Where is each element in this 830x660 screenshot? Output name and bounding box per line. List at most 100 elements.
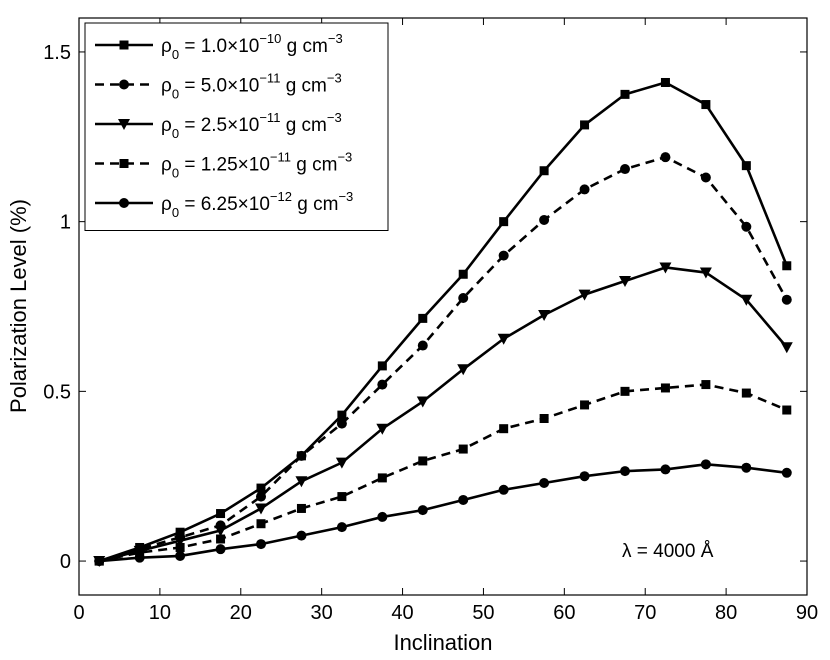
x-tick-label: 40 [391, 602, 413, 624]
data-point [295, 476, 308, 488]
data-point [741, 161, 751, 171]
y-tick-label: 0 [60, 551, 71, 573]
data-point [579, 184, 590, 195]
data-point [782, 261, 792, 271]
legend-label-part: = 6.25×10 [179, 194, 270, 215]
data-point [700, 459, 711, 470]
series-layer [93, 77, 793, 568]
data-point [216, 534, 226, 544]
legend-label: ρ0 = 1.25×10−11 g cm−3 [161, 150, 352, 181]
data-point [377, 379, 388, 390]
data-point [256, 539, 266, 550]
plot-frame [78, 17, 808, 596]
legend-label-part: 0 [172, 205, 179, 220]
legend-label-part: −11 [259, 110, 280, 125]
legend-marker [119, 79, 129, 90]
data-point [214, 525, 227, 537]
data-point [377, 511, 388, 522]
legend-label: ρ0 = 2.5×10−11 g cm−3 [161, 110, 342, 141]
data-point [377, 473, 387, 483]
data-point [701, 380, 711, 390]
x-axis-label: Inclination [393, 630, 492, 655]
legend-item-1: ρ0 = 1.0×10−10 g cm−3 [95, 31, 343, 62]
data-point [539, 477, 550, 488]
legend-label-part: 0 [172, 126, 179, 141]
legend-label-part: g cm [291, 155, 337, 176]
legend-label-part: 0 [172, 166, 179, 181]
data-point [458, 494, 469, 505]
data-point [620, 466, 630, 477]
legend-label: ρ0 = 6.25×10−12 g cm−3 [161, 189, 353, 220]
legend-item-4: ρ0 = 1.25×10−11 g cm−3 [95, 150, 352, 181]
data-point [134, 552, 145, 563]
series-3 [93, 262, 793, 568]
data-point [458, 293, 469, 304]
data-point [418, 456, 428, 466]
legend-label-part: = 1.25×10 [179, 155, 270, 176]
data-point [741, 462, 752, 473]
y-tick-label: 1.5 [43, 42, 71, 64]
legend-label-part: = 1.0×10 [179, 36, 259, 57]
legend-item-3: ρ0 = 2.5×10−11 g cm−3 [95, 110, 342, 141]
legend-label-part: ρ [161, 194, 172, 215]
legend-label-part: = 2.5×10 [179, 115, 259, 136]
data-point [741, 221, 752, 232]
data-point [499, 424, 509, 434]
data-point [580, 400, 590, 410]
series-line [98, 266, 788, 563]
data-point [539, 214, 550, 225]
data-point [741, 388, 751, 398]
legend-label-part: −3 [338, 189, 353, 204]
data-point [580, 120, 590, 130]
data-point [215, 544, 226, 555]
legend-label: ρ0 = 1.0×10−10 g cm−3 [161, 31, 343, 62]
y-tick-label: 1 [60, 212, 71, 234]
legend-label-part: ρ [161, 76, 172, 97]
data-point [660, 464, 671, 475]
data-point [579, 471, 590, 482]
legend-label-part: ρ [161, 115, 172, 136]
x-tick-label: 70 [634, 602, 656, 624]
legend-label-part: 0 [172, 87, 179, 102]
data-point [335, 457, 348, 469]
data-point [417, 340, 428, 351]
series-4 [94, 380, 792, 566]
x-tick-label: 90 [796, 602, 818, 624]
data-point [255, 503, 267, 515]
data-point [781, 467, 792, 478]
data-point [337, 410, 347, 420]
series-2 [94, 152, 792, 567]
legend: ρ0 = 1.0×10−10 g cm−3ρ0 = 5.0×10−11 g cm… [84, 22, 389, 231]
series-line [99, 463, 787, 563]
data-point [497, 333, 510, 345]
legend-label-part: 0 [172, 47, 179, 62]
data-point [417, 505, 428, 516]
x-tick-label: 30 [311, 602, 333, 624]
data-point [701, 100, 711, 110]
legend-label-part: g cm [280, 115, 326, 136]
legend-label-part: −3 [337, 150, 352, 165]
legend-label-part: −12 [270, 189, 292, 204]
data-point [416, 396, 429, 408]
data-point [620, 89, 630, 99]
legend-marker [119, 40, 129, 50]
legend-item-2: ρ0 = 5.0×10−11 g cm−3 [95, 71, 342, 102]
legend-label-part: −3 [327, 71, 342, 86]
legend-label: ρ0 = 5.0×10−11 g cm−3 [161, 71, 342, 102]
data-point [296, 503, 306, 513]
data-point [458, 269, 468, 279]
data-point [175, 550, 186, 561]
data-point [619, 276, 631, 288]
legend-marker [119, 159, 129, 168]
legend-label-part: −10 [259, 31, 281, 46]
legend-label-part: −3 [327, 110, 342, 125]
data-point [498, 250, 509, 261]
x-tick-label: 10 [149, 602, 171, 624]
data-point [699, 267, 712, 279]
data-point [175, 542, 185, 552]
data-point [539, 166, 549, 176]
legend-label-part: ρ [161, 155, 172, 176]
data-point [337, 492, 347, 502]
x-tick-label: 0 [73, 602, 84, 624]
